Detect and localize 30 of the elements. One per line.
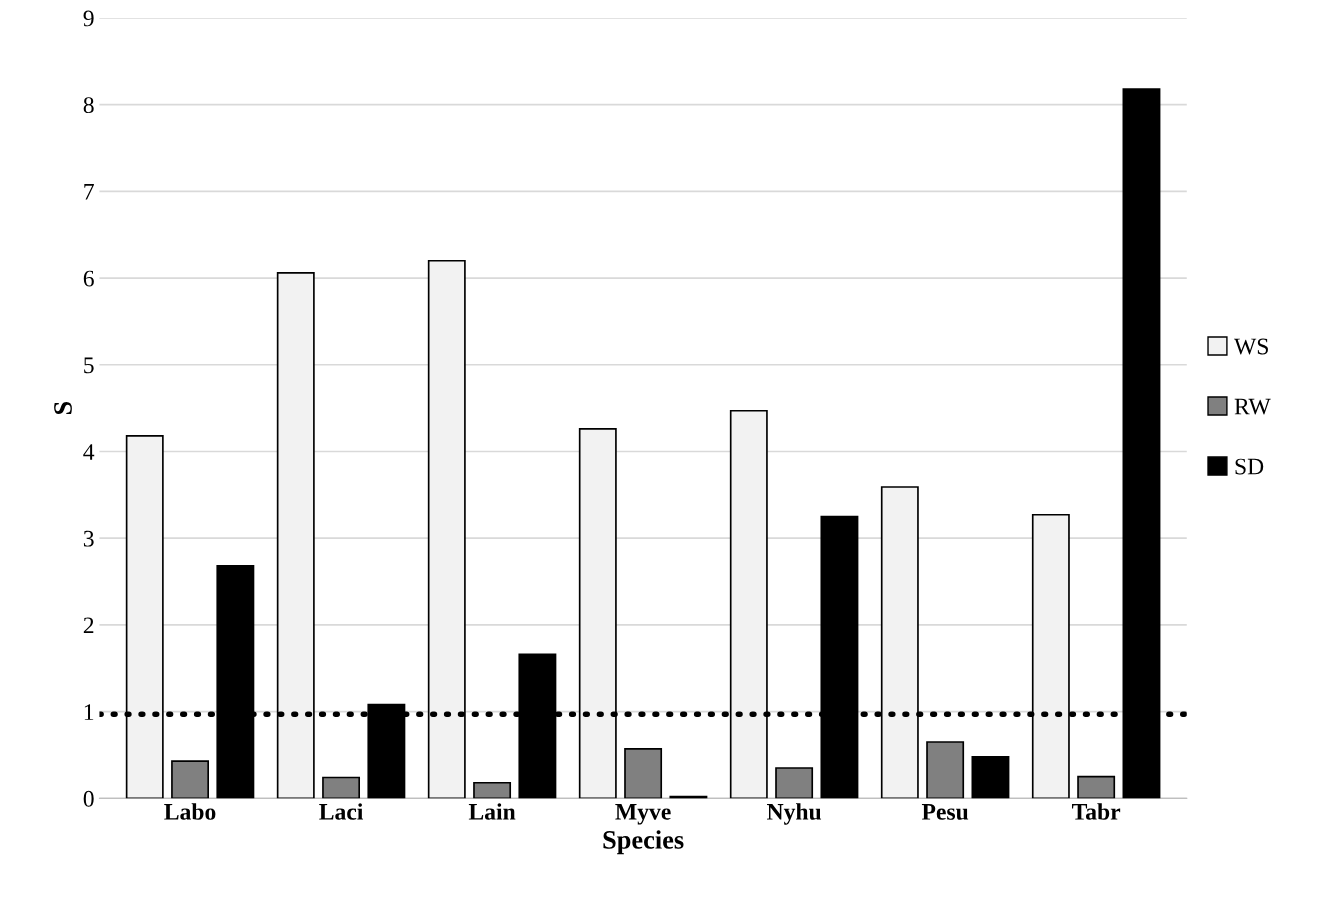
- y-tick-label: 5: [84, 357, 94, 374]
- y-tick-label: 6: [83, 270, 94, 287]
- x-tick-label: Pesu: [921, 804, 969, 820]
- y-tick-label: 3: [83, 530, 94, 547]
- bar: [624, 748, 663, 799]
- x-axis-title: Species: [603, 830, 684, 855]
- y-tick-label: 8: [83, 97, 94, 114]
- bar: [775, 767, 814, 799]
- bar: [926, 741, 965, 799]
- legend-label: WS: [1234, 338, 1268, 355]
- bar: [1077, 775, 1116, 799]
- x-tick-label: Lain: [468, 803, 516, 820]
- x-tick-label: Tabr: [1072, 803, 1121, 820]
- bar: [473, 781, 512, 799]
- x-tick-label: Labo: [164, 803, 216, 820]
- x-tick-label: Myve: [615, 804, 671, 825]
- y-tick-label: 9: [83, 10, 94, 27]
- y-tick-label: 7: [84, 184, 94, 200]
- bar: [171, 760, 210, 799]
- y-tick-label: 2: [83, 617, 94, 634]
- x-tick-label: Nyhu: [767, 803, 822, 825]
- x-tick-label: Laci: [319, 803, 364, 820]
- bar: [971, 755, 1010, 799]
- y-axis-title: S: [54, 401, 72, 415]
- bar: [322, 776, 361, 799]
- legend-label: SD: [1235, 458, 1264, 475]
- y-tick-label: 1: [84, 704, 94, 720]
- y-tick-label: 4: [83, 444, 95, 460]
- y-tick-label: 0: [83, 790, 94, 807]
- legend-label: RW: [1234, 398, 1271, 415]
